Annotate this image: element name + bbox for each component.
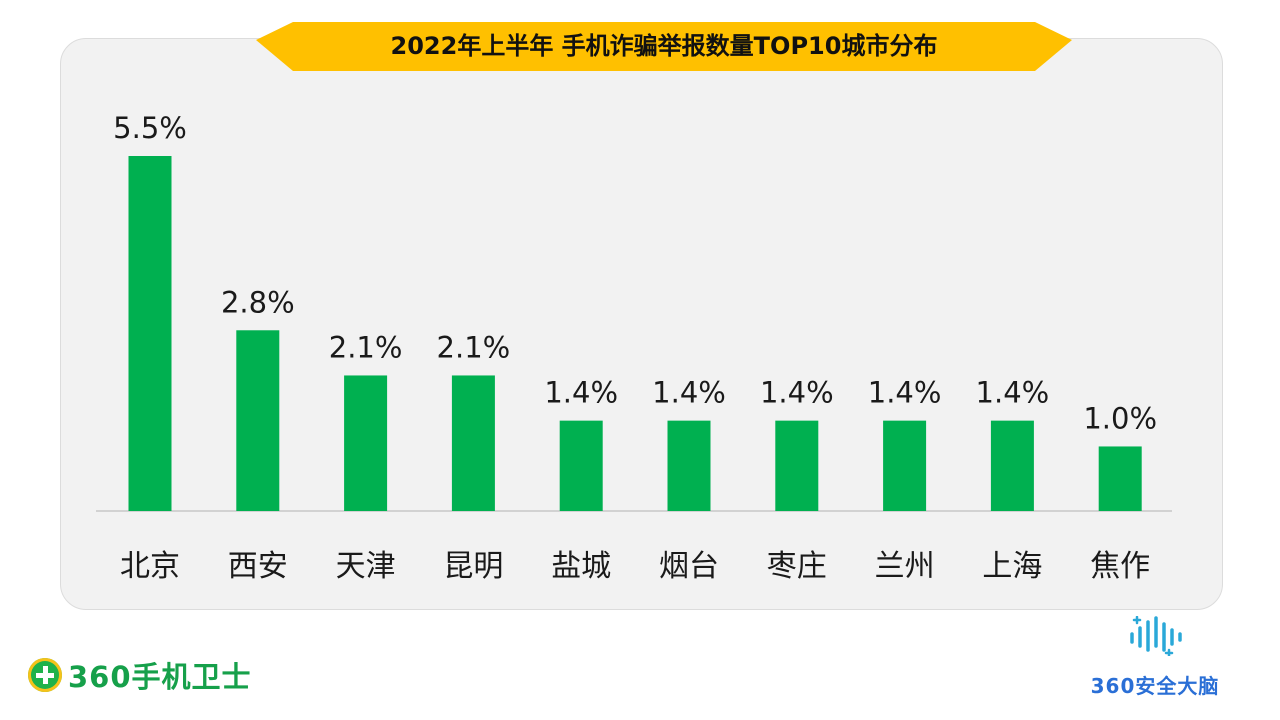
category-label-5: 烟台: [659, 549, 719, 584]
bars-layer: [128, 156, 1142, 511]
category-label-3: 昆明: [443, 549, 503, 584]
value-label-5: 1.4%: [652, 376, 726, 410]
bar-2: [344, 375, 388, 511]
category-label-1: 西安: [228, 549, 288, 584]
bar-7: [883, 420, 927, 511]
value-label-7: 1.4%: [868, 376, 942, 410]
category-label-9: 焦作: [1090, 549, 1150, 584]
category-label-6: 枣庄: [767, 549, 827, 584]
logo-left-text: 360手机卫士: [68, 660, 252, 694]
value-label-6: 1.4%: [760, 376, 834, 410]
bar-3: [451, 375, 495, 511]
bar-5: [667, 420, 711, 511]
value-label-4: 1.4%: [544, 376, 618, 410]
bar-6: [775, 420, 819, 511]
category-label-0: 北京: [120, 549, 180, 584]
value-label-9: 1.0%: [1083, 401, 1157, 435]
category-label-2: 天津: [336, 549, 396, 584]
sound-wave-icon: [1130, 616, 1182, 656]
chart-panel: [60, 38, 1223, 610]
logo-right-text: 360安全大脑: [1090, 674, 1220, 698]
plus-badge-icon: [28, 658, 62, 692]
chart-title: 2022年上半年 手机诈骗举报数量TOP10城市分布: [390, 32, 938, 60]
bar-4: [559, 420, 603, 511]
bar-8: [990, 420, 1034, 511]
value-label-1: 2.8%: [221, 285, 295, 319]
value-label-3: 2.1%: [437, 330, 511, 364]
category-label-7: 兰州: [875, 549, 935, 584]
category-label-4: 盐城: [551, 549, 611, 584]
bar-9: [1098, 446, 1142, 511]
category-label-8: 上海: [982, 549, 1042, 584]
value-label-0: 5.5%: [113, 111, 187, 145]
category-labels-layer: 北京 西安 天津 昆明 盐城 烟台 枣庄 兰州 上海 焦作: [120, 549, 1150, 584]
value-label-2: 2.1%: [329, 330, 403, 364]
value-labels-layer: 5.5% 2.8% 2.1% 2.1% 1.4% 1.4% 1.4% 1.4% 1.4% 1.0%: [113, 111, 1157, 435]
logo-360-security-brain: 360安全大脑: [1070, 612, 1240, 702]
bar-1: [236, 330, 280, 511]
logo-360-mobile-guard: 360手机卫士: [28, 655, 252, 695]
value-label-8: 1.4%: [976, 376, 1050, 410]
bar-0: [128, 156, 172, 511]
